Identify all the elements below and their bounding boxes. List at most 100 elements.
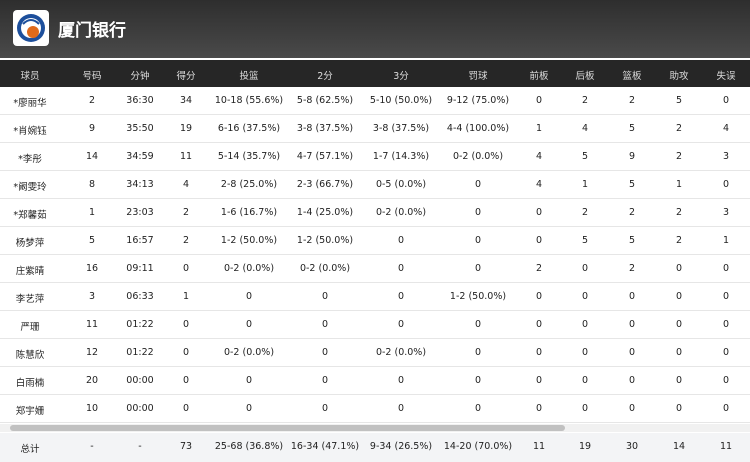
column-header: 失误 — [716, 71, 736, 82]
stat-cell: 5-14 (35.7%) — [217, 151, 281, 162]
stat-cell: 0 — [675, 319, 683, 330]
stat-cell: 19 — [179, 123, 193, 134]
stat-cell: 0 — [182, 263, 190, 274]
stat-cell: 1 — [535, 123, 543, 134]
player-name: 陈慧欣 — [15, 350, 45, 361]
stat-cell: 4 — [535, 179, 543, 190]
stat-cell: 0 — [581, 291, 589, 302]
stat-cell: 0 — [675, 347, 683, 358]
player-name: 李艺萍 — [15, 294, 45, 305]
stat-cell: 2 — [675, 235, 683, 246]
stat-cell: 0 — [722, 179, 730, 190]
total-cell: - — [138, 441, 142, 452]
row-divider — [0, 310, 750, 311]
stat-cell: 09:11 — [126, 263, 154, 274]
stat-cell: 12 — [85, 347, 99, 358]
stat-cell: 0 — [628, 403, 636, 414]
player-name: *李彤 — [18, 154, 42, 165]
stat-cell: 1 — [88, 207, 96, 218]
team-title: 厦门银行 — [58, 21, 126, 41]
stat-cell: 0 — [474, 263, 482, 274]
stat-cell: 2-8 (25.0%) — [220, 179, 278, 190]
stat-cell: 9 — [628, 151, 636, 162]
stat-cell: 4 — [722, 123, 730, 134]
stat-cell: 5-10 (50.0%) — [369, 95, 433, 106]
stat-cell: 0 — [245, 291, 253, 302]
stat-cell: 1-7 (14.3%) — [372, 151, 430, 162]
stat-cell: 2 — [88, 95, 96, 106]
stat-cell: 0 — [397, 319, 405, 330]
stat-cell: 4 — [182, 179, 190, 190]
stat-cell: 20 — [85, 375, 99, 386]
stat-cell: 0 — [182, 403, 190, 414]
stat-cell: 4-4 (100.0%) — [446, 123, 510, 134]
stat-cell: 0 — [628, 347, 636, 358]
player-name: 庄紫晴 — [15, 266, 45, 277]
row-divider — [0, 198, 750, 199]
total-cell: - — [90, 441, 94, 452]
row-divider — [0, 338, 750, 339]
stat-cell: 0 — [535, 291, 543, 302]
total-cell: 16-34 (47.1%) — [290, 441, 360, 452]
total-cell: 14 — [672, 441, 686, 452]
stat-cell: 0-2 (0.0%) — [452, 151, 504, 162]
row-divider — [0, 226, 750, 227]
stat-cell: 1-6 (16.7%) — [220, 207, 278, 218]
stat-cell: 0 — [722, 319, 730, 330]
column-header: 罚球 — [468, 71, 488, 82]
stat-cell: 34:13 — [126, 179, 154, 190]
player-name: *廖丽华 — [13, 98, 47, 109]
column-header: 球员 — [20, 71, 40, 82]
scrollbar-thumb[interactable] — [10, 425, 565, 431]
total-cell: 25-68 (36.8%) — [214, 441, 284, 452]
stat-cell: 5 — [628, 235, 636, 246]
stat-cell: 9-12 (75.0%) — [446, 95, 510, 106]
stat-cell: 01:22 — [126, 347, 154, 358]
stat-cell: 36:30 — [126, 95, 154, 106]
stat-cell: 2 — [628, 207, 636, 218]
stat-cell: 0-2 (0.0%) — [375, 347, 427, 358]
stat-cell: 3-8 (37.5%) — [372, 123, 430, 134]
header-bar: 厦门银行 — [0, 0, 750, 58]
stat-cell: 0 — [397, 235, 405, 246]
stat-cell: 0 — [675, 291, 683, 302]
column-header: 投篮 — [239, 71, 259, 82]
stat-cell: 0 — [397, 263, 405, 274]
stat-cell: 5 — [628, 123, 636, 134]
stat-cell: 06:33 — [126, 291, 154, 302]
stat-cell: 1-2 (50.0%) — [296, 235, 354, 246]
stat-cell: 35:50 — [126, 123, 154, 134]
stat-cell: 0 — [321, 319, 329, 330]
stat-cell: 0 — [675, 263, 683, 274]
stat-cell: 2 — [675, 207, 683, 218]
column-header: 2分 — [317, 71, 333, 82]
stat-cell: 0-2 (0.0%) — [223, 347, 275, 358]
column-header: 助攻 — [669, 71, 689, 82]
stat-cell: 0 — [581, 347, 589, 358]
stat-cell: 0 — [474, 403, 482, 414]
stat-cell: 2 — [535, 263, 543, 274]
stat-cell: 2-3 (66.7%) — [296, 179, 354, 190]
stat-cell: 0 — [397, 403, 405, 414]
stat-cell: 5 — [581, 235, 589, 246]
stat-cell: 3-8 (37.5%) — [296, 123, 354, 134]
row-divider — [0, 422, 750, 423]
stat-cell: 00:00 — [126, 403, 154, 414]
stat-cell: 0 — [675, 403, 683, 414]
stat-cell: 0 — [535, 403, 543, 414]
stat-cell: 0 — [182, 375, 190, 386]
scrollbar[interactable] — [0, 424, 750, 432]
player-name: 郑宇姗 — [15, 406, 45, 417]
stat-cell: 0 — [722, 403, 730, 414]
stat-cell: 0 — [722, 291, 730, 302]
stat-cell: 0 — [628, 291, 636, 302]
player-name: 杨梦萍 — [15, 238, 45, 249]
stat-cell: 10 — [85, 403, 99, 414]
stat-cell: 5 — [628, 179, 636, 190]
stat-cell: 3 — [722, 151, 730, 162]
stat-cell: 0 — [535, 207, 543, 218]
stat-cell: 1 — [675, 179, 683, 190]
total-cell: 14-20 (70.0%) — [443, 441, 513, 452]
stat-cell: 0 — [628, 319, 636, 330]
stat-cell: 2 — [675, 151, 683, 162]
